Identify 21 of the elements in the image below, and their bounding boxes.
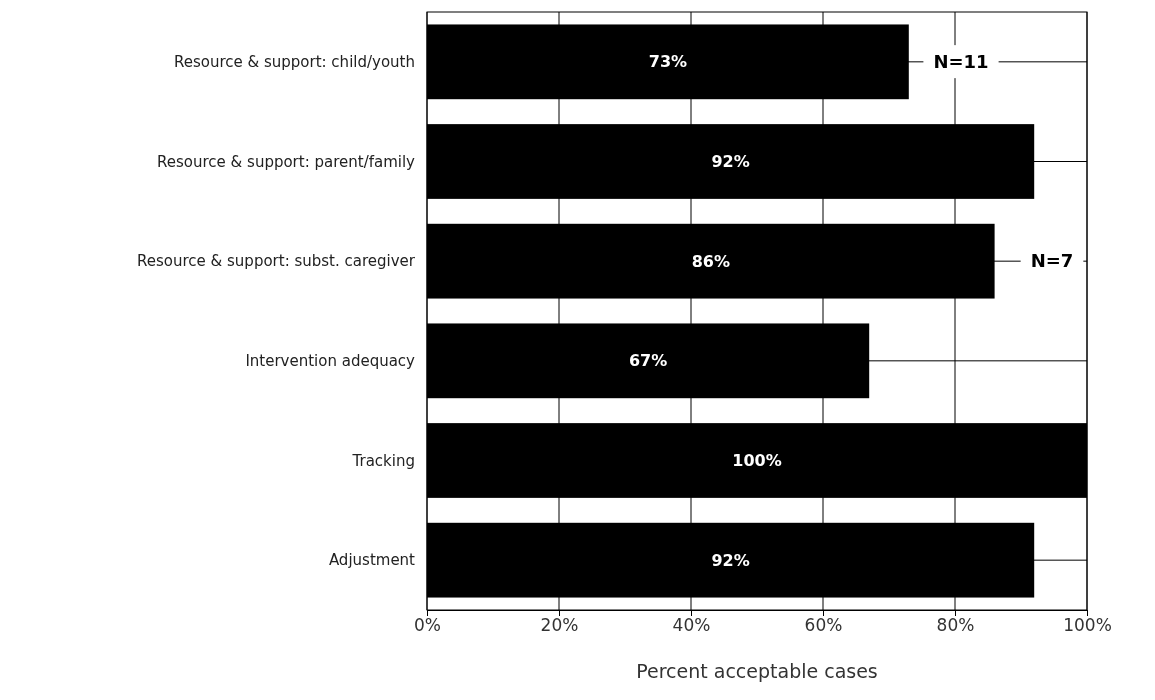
x-tick-label: 40%: [672, 615, 711, 636]
y-tick-label: Resource & support: child/youth: [173, 53, 415, 72]
x-tick-label: 0%: [414, 615, 441, 636]
y-tick-label: Tracking: [351, 451, 415, 470]
data-label: 73%: [648, 52, 688, 72]
y-tick-label: Intervention adequacy: [245, 352, 416, 371]
annotation: N=7: [1030, 250, 1074, 272]
data-label: 67%: [628, 351, 668, 371]
y-tick-label: Resource & support: parent/family: [157, 152, 416, 171]
x-tick-label: 20%: [540, 615, 579, 636]
data-label: 86%: [691, 251, 730, 271]
x-axis-title: Percent acceptable cases: [636, 660, 878, 682]
y-tick-label: Adjustment: [328, 551, 416, 570]
x-tick-label: 80%: [936, 615, 975, 636]
x-tick-label: 100%: [1063, 615, 1112, 636]
y-tick-label: Resource & support: subst. caregiver: [137, 252, 416, 271]
x-tick-label: 60%: [804, 615, 843, 636]
data-label: 100%: [732, 451, 782, 471]
data-label: 92%: [711, 152, 750, 172]
data-label: 92%: [711, 550, 750, 570]
annotation: N=11: [933, 51, 989, 73]
